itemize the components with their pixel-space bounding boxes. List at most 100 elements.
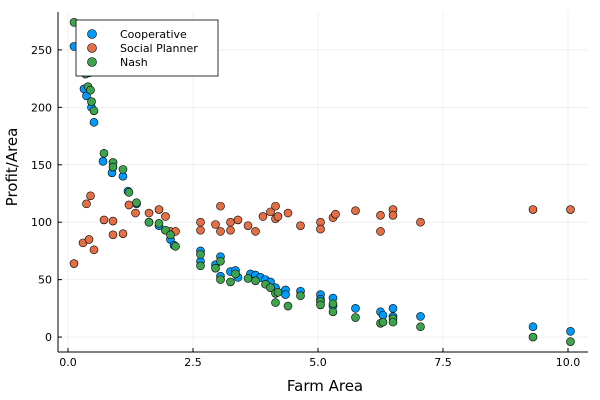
y-tick-label: 200 — [31, 101, 52, 114]
data-point — [144, 208, 154, 218]
data-point — [211, 220, 220, 229]
y-tick-labels: 0 50 100 150 200 250 — [31, 44, 52, 344]
series-social-planner — [69, 191, 575, 268]
data-point — [171, 242, 180, 251]
x-tick-label: 10.0 — [556, 356, 581, 369]
x-tick-labels: 0.0 2.5 5.0 7.5 10.0 — [59, 356, 580, 369]
data-point — [388, 304, 398, 313]
data-point — [378, 317, 388, 327]
data-point — [89, 245, 99, 255]
data-point — [351, 313, 360, 322]
data-point — [226, 225, 235, 235]
data-point — [89, 106, 99, 116]
y-axis-title: Profit/Area — [3, 128, 21, 207]
data-point — [388, 317, 398, 327]
data-point — [216, 201, 225, 211]
axes — [57, 12, 588, 353]
data-point — [351, 206, 360, 216]
data-point — [216, 227, 225, 236]
data-point — [108, 162, 118, 172]
data-point — [86, 191, 95, 201]
data-point — [266, 207, 275, 217]
data-point — [118, 229, 128, 238]
data-point — [196, 261, 205, 271]
data-point — [226, 217, 235, 227]
data-point — [328, 299, 338, 309]
data-point — [331, 209, 340, 219]
data-point — [243, 274, 253, 283]
legend-box — [75, 19, 219, 77]
legend-entry: Nash — [120, 56, 148, 69]
x-tick-label: 0.0 — [59, 356, 77, 369]
y-tick-label: 250 — [31, 44, 52, 57]
data-point — [416, 217, 425, 227]
legend-marker — [87, 57, 97, 67]
data-point — [124, 200, 134, 210]
data-point — [82, 199, 91, 209]
data-point — [328, 307, 338, 317]
data-point — [416, 312, 425, 321]
data-point — [566, 327, 575, 336]
data-point — [281, 290, 290, 299]
data-point — [211, 263, 220, 273]
data-point — [132, 198, 141, 207]
legend-marker — [87, 43, 97, 53]
data-point — [388, 211, 398, 220]
data-point — [243, 221, 253, 230]
data-point — [86, 85, 95, 95]
data-point — [316, 224, 325, 234]
data-point — [271, 201, 280, 211]
data-point — [166, 230, 175, 240]
data-point — [154, 205, 164, 214]
x-tick-label: 7.5 — [434, 356, 452, 369]
data-points — [69, 18, 575, 346]
data-point — [416, 322, 425, 332]
data-point — [84, 235, 94, 244]
data-point — [118, 165, 128, 174]
y-tick-label: 0 — [45, 331, 52, 344]
data-point — [283, 208, 293, 218]
data-point — [251, 276, 260, 286]
data-point — [296, 291, 305, 301]
data-point — [351, 304, 360, 313]
data-point — [283, 301, 293, 311]
data-point — [196, 225, 205, 235]
data-point — [376, 227, 385, 236]
data-point — [528, 205, 538, 214]
data-point — [273, 212, 283, 221]
data-point — [196, 250, 205, 259]
data-point — [266, 283, 275, 292]
data-point — [258, 212, 268, 221]
data-point — [273, 287, 283, 297]
data-point — [99, 215, 109, 225]
legend-entry: Cooperative — [120, 28, 187, 41]
data-point — [89, 117, 99, 127]
x-axis-title: Farm Area — [287, 377, 363, 395]
data-point — [154, 219, 164, 228]
data-point — [124, 188, 134, 197]
data-point — [316, 300, 325, 310]
data-point — [233, 215, 243, 225]
data-point — [216, 256, 225, 266]
x-tick-label: 2.5 — [184, 356, 202, 369]
data-point — [271, 298, 280, 307]
data-point — [131, 208, 140, 218]
series-cooperative — [69, 42, 575, 336]
y-tick-label: 50 — [38, 274, 52, 287]
data-point — [98, 157, 108, 166]
data-point — [296, 221, 305, 230]
legend-marker — [87, 29, 97, 39]
data-point — [161, 212, 170, 221]
x-tick-label: 5.0 — [309, 356, 327, 369]
data-point — [376, 211, 385, 220]
y-tick-label: 100 — [31, 216, 52, 229]
data-point — [144, 217, 154, 227]
data-point — [69, 259, 79, 268]
data-point — [87, 97, 96, 106]
data-point — [196, 217, 205, 227]
data-point — [108, 216, 118, 226]
data-point — [99, 148, 109, 158]
